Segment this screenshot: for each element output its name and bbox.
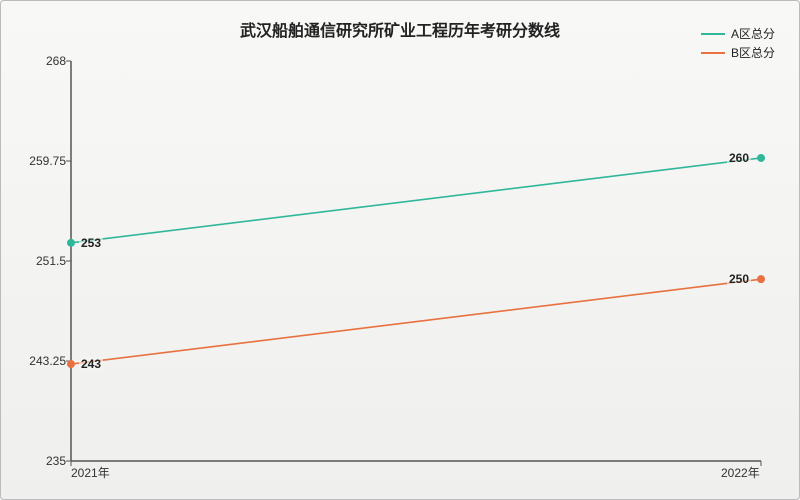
y-tick-label: 268 xyxy=(11,54,66,68)
data-point-label: 253 xyxy=(79,236,103,250)
x-tick-label: 2022年 xyxy=(721,464,760,481)
plot-svg xyxy=(71,61,761,461)
chart-container: 武汉船舶通信研究所矿业工程历年考研分数线 A区总分 B区总分 235 243.25… xyxy=(0,0,800,500)
legend: A区总分 B区总分 xyxy=(701,25,775,63)
legend-swatch-b xyxy=(701,52,725,54)
plot-area: 235243.25251.5259.752682021年2022年2532602… xyxy=(71,61,761,461)
legend-item-a: A区总分 xyxy=(701,25,775,42)
data-point-label: 243 xyxy=(79,357,103,371)
legend-label-b: B区总分 xyxy=(731,44,775,61)
y-tick-label: 259.75 xyxy=(11,154,66,168)
legend-label-a: A区总分 xyxy=(731,25,775,42)
chart-title: 武汉船舶通信研究所矿业工程历年考研分数线 xyxy=(1,17,799,41)
y-tick-label: 243.25 xyxy=(11,354,66,368)
y-tick-label: 251.5 xyxy=(11,254,66,268)
y-tick-label: 235 xyxy=(11,454,66,468)
x-tick-label: 2021年 xyxy=(71,464,110,481)
data-point-label: 250 xyxy=(727,272,751,286)
data-point-label: 260 xyxy=(727,151,751,165)
legend-item-b: B区总分 xyxy=(701,44,775,61)
legend-swatch-a xyxy=(701,33,725,35)
